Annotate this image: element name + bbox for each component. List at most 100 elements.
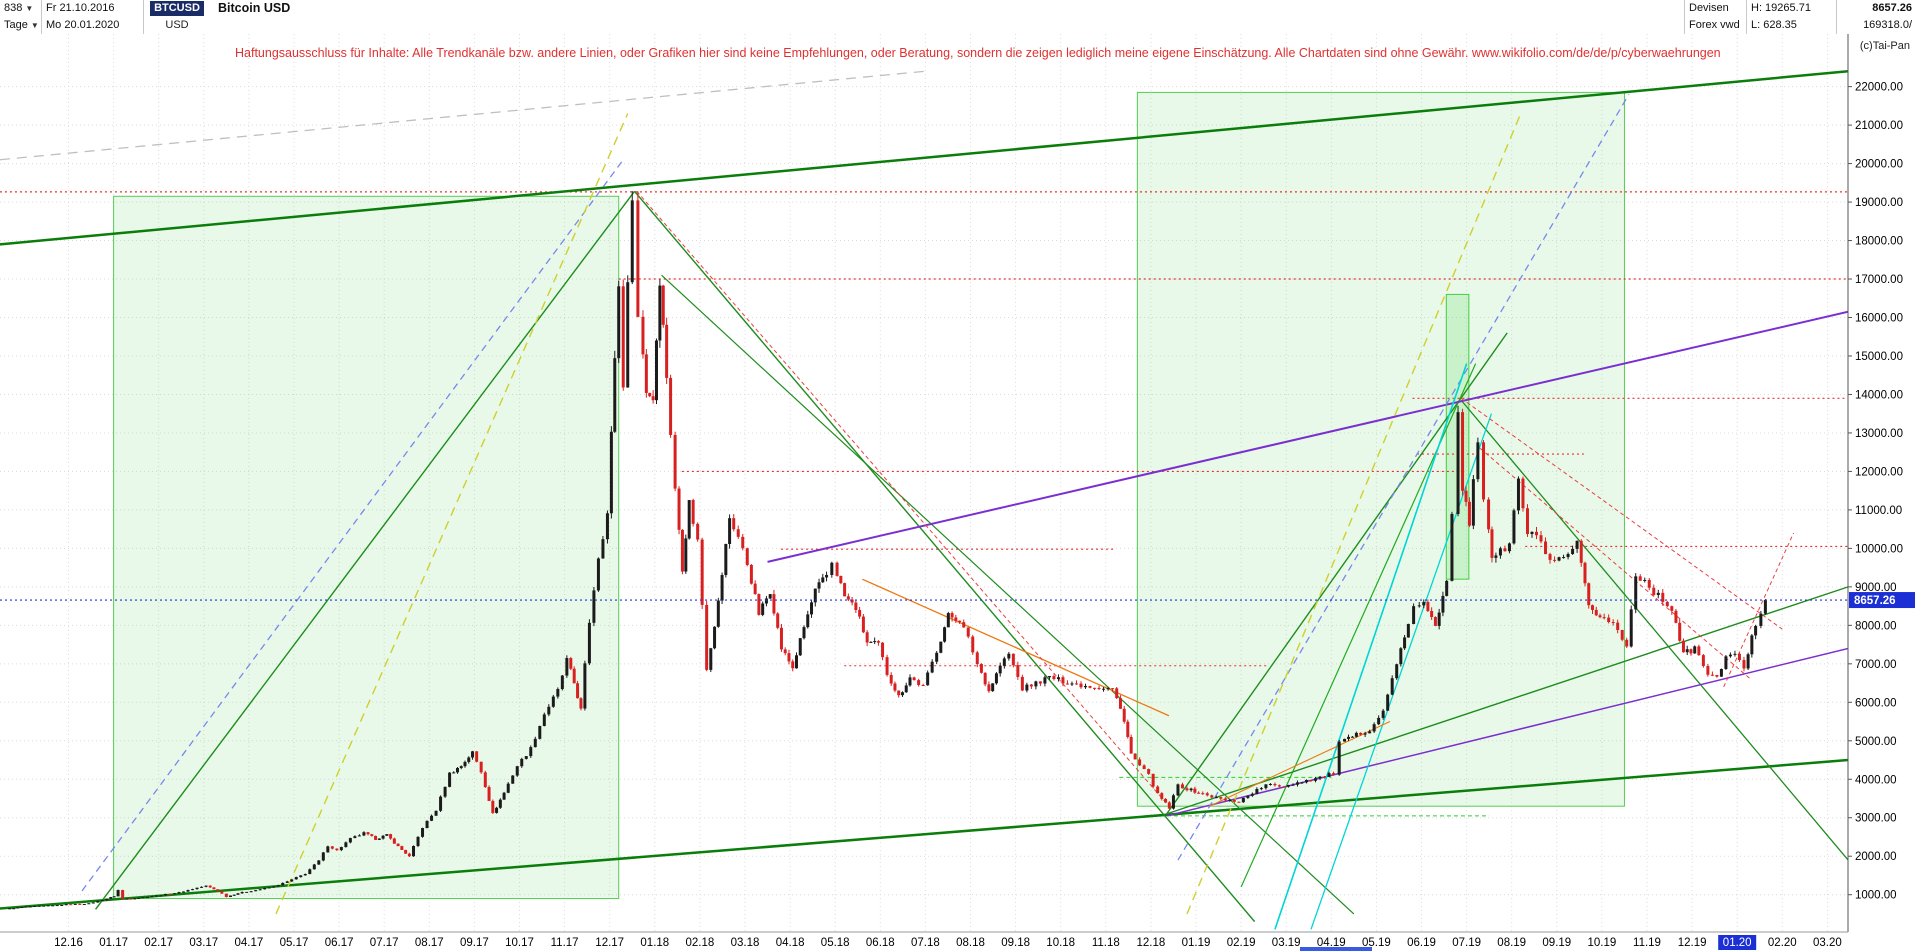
taipan-copyright: (c)Tai-Pan (1859, 40, 1910, 52)
trendline-blue-dash-2019 (1177, 93, 1630, 861)
x-axis-label: 03.20 (1813, 937, 1842, 949)
trendline-yellow-dash-2019 (1186, 113, 1522, 915)
x-axis-label: 11.18 (1092, 937, 1120, 949)
x-axis-label: 11.19 (1633, 937, 1661, 949)
period-low: L: 628.35 (1746, 17, 1836, 34)
trendline-gray-dash-top (0, 70, 926, 161)
x-axis-label: 04.18 (776, 937, 805, 949)
trend-zone-box (113, 195, 620, 900)
quote-source-line2: Forex vwd (1684, 17, 1746, 34)
x-axis-label: 05.19 (1362, 937, 1391, 949)
y-axis-label: 4000.00 (1855, 774, 1897, 786)
instrument-title: Bitcoin USD (218, 1, 291, 15)
symbol-badge[interactable]: BTCUSD (150, 1, 204, 16)
trendline-violet-low (1166, 647, 1848, 817)
y-axis-label: 5000.00 (1855, 736, 1897, 748)
y-axis-label: 15000.00 (1855, 351, 1903, 363)
bars-count-selector[interactable]: 838 ▼ (0, 0, 42, 17)
header-right-block: Devisen H: 19265.71 8657.26 Forex vwd L:… (1684, 0, 1916, 34)
x-axis-label: 01.19 (1182, 937, 1211, 949)
x-axis-label: 07.18 (911, 937, 940, 949)
y-axis-label: 2000.00 (1855, 851, 1897, 863)
x-axis-label: 03.18 (731, 937, 760, 949)
x-axis-label: 03.17 (189, 937, 218, 949)
x-axis-label: 01.18 (640, 937, 669, 949)
header-left-block: 838 ▼ Fr 21.10.2016 BTCUSD Bitcoin USD Ta… (0, 0, 510, 34)
y-axis: 22000.00 21000.00 20000.00 19000.00 18000.00… (1847, 34, 1915, 932)
x-axis-label: 05.17 (280, 937, 309, 949)
y-axis-label: 14000.00 (1855, 389, 1903, 401)
last-price-value: 8657.26 (1836, 0, 1916, 17)
current-price-label: 8657.26 (1854, 595, 1896, 607)
trendline-red-descent-2018 (636, 190, 1170, 807)
header-spacer (210, 17, 510, 34)
y-axis-label: 7000.00 (1855, 659, 1897, 671)
y-axis-label: 18000.00 (1855, 236, 1903, 248)
trendline-channel-bottom (0, 758, 1848, 910)
trendline-red-wedge-upper (1460, 397, 1783, 630)
y-axis-label: 8000.00 (1855, 620, 1897, 632)
range-end-date[interactable]: Mo 20.01.2020 (42, 17, 144, 34)
price-chart[interactable]: 22000.00 21000.00 20000.00 19000.00 18000.00… (0, 34, 1916, 952)
x-axis-label: 07.17 (370, 937, 399, 949)
x-axis-label: 12.19 (1678, 937, 1707, 949)
trendline-cyan-a (1274, 363, 1468, 930)
chart-area: Haftungsausschluss für Inhalte: Alle Tre… (0, 34, 1916, 952)
y-axis-label: 22000.00 (1855, 82, 1903, 94)
x-axis-label: 02.18 (686, 937, 715, 949)
y-axis-label: 11000.00 (1855, 505, 1902, 517)
x-axis-label: 06.18 (866, 937, 895, 949)
trendline-blue-dash-2017 (81, 159, 624, 892)
y-axis-label: 21000.00 (1855, 120, 1903, 132)
y-axis-label: 9000.00 (1855, 582, 1897, 594)
x-axis-label: 12.17 (595, 937, 624, 949)
x-axis-label: 06.19 (1407, 937, 1436, 949)
trendline-violet-main (767, 310, 1848, 563)
trendline-descent-2018-a (633, 190, 1256, 923)
y-axis-label: 13000.00 (1855, 428, 1903, 440)
x-axis-label: 12.18 (1137, 937, 1166, 949)
quote-source-line1: Devisen (1684, 0, 1746, 17)
range-start-date[interactable]: Fr 21.10.2016 (42, 0, 144, 17)
y-axis-label: 6000.00 (1855, 697, 1897, 709)
symbol-cell[interactable]: BTCUSD (144, 0, 210, 17)
x-axis-label: 09.18 (1001, 937, 1030, 949)
current-price-marker (1849, 592, 1915, 609)
trendlines-layer (0, 69, 1848, 930)
scrollbar-thumb[interactable] (1300, 947, 1372, 951)
trendline-descent-2019 (1460, 399, 1848, 861)
y-axis-label: 16000.00 (1855, 313, 1903, 325)
x-axis-label: 11.17 (551, 937, 579, 949)
x-axis-label: 03.19 (1272, 937, 1301, 949)
x-axis: 12.16 01.17 02.17 03.17 04.17 05.17 06.17 07.17… (0, 931, 1848, 951)
dropdown-arrow-icon: ▼ (30, 21, 39, 30)
period-high: H: 19265.71 (1746, 0, 1836, 17)
support-resistance-lines (0, 191, 1848, 817)
y-axis-label: 1000.00 (1855, 890, 1897, 902)
trendline-descent-2018-b (661, 274, 1355, 915)
trendline-yellow-dash-2017 (275, 113, 629, 915)
timeframe-selector[interactable]: Tage ▼ (0, 17, 42, 34)
trendline-orange-2019 (1209, 721, 1391, 807)
candlestick-series (8, 191, 1767, 910)
trendline-red-wedge-lower (1479, 447, 1752, 680)
range-start-label: Fr 21.10.2016 (46, 2, 115, 14)
x-axis-label: 04.17 (235, 937, 264, 949)
trendline-red-breakout (1723, 532, 1795, 688)
x-axis-label: 09.17 (460, 937, 489, 949)
x-axis-label: 05.18 (821, 937, 850, 949)
x-axis-label: 08.18 (956, 937, 985, 949)
volume-value: 169318.0/ (1836, 17, 1916, 34)
y-axis-label: 12000.00 (1855, 466, 1903, 478)
trendline-fan-2019-shallow (1166, 586, 1848, 815)
bars-count-value: 838 (4, 2, 23, 14)
x-axis-label: 08.17 (415, 937, 444, 949)
x-axis-label: 01.20 (1723, 937, 1752, 949)
price-chart-canvas[interactable]: 22000.00 21000.00 20000.00 19000.00 18000.00… (0, 34, 1916, 952)
x-axis-label: 02.17 (144, 937, 173, 949)
x-axis-label: 10.17 (505, 937, 534, 949)
symbol-currency: USD (165, 19, 189, 31)
x-axis-highlight (1718, 935, 1757, 950)
range-end-label: Mo 20.01.2020 (46, 19, 120, 31)
timeframe-value: Tage (4, 19, 28, 31)
